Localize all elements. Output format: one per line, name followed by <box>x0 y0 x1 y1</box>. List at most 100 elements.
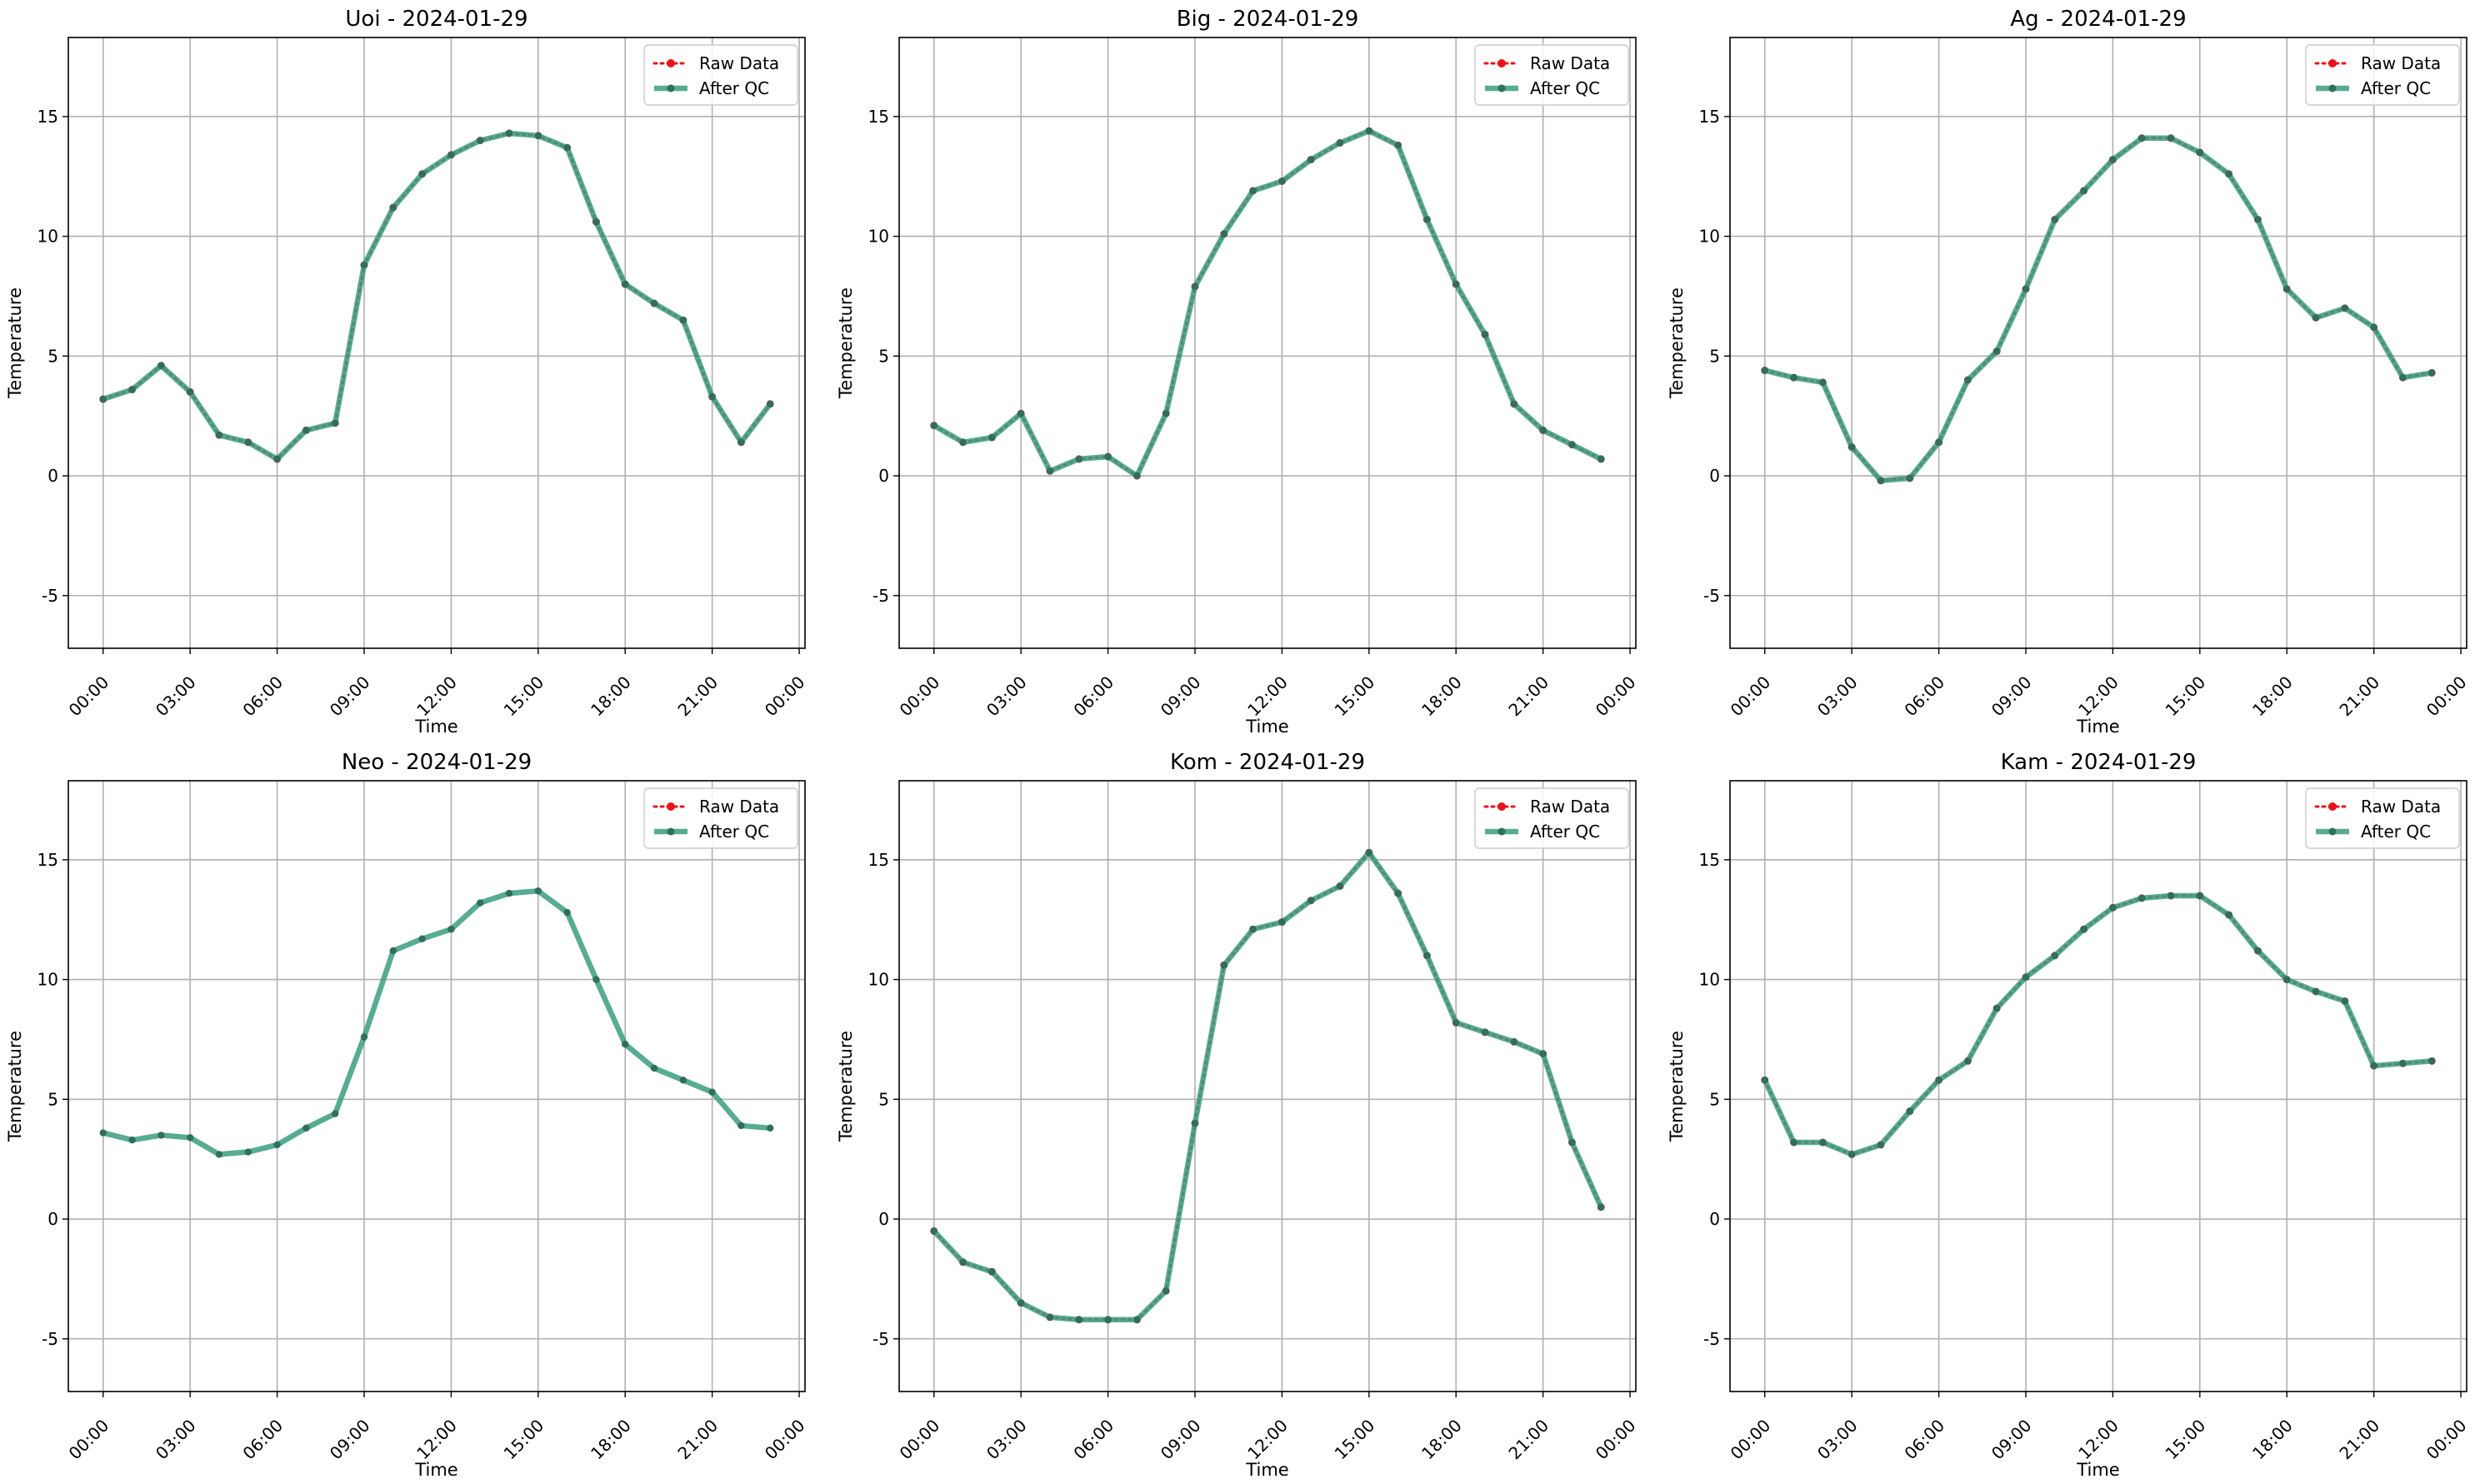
x-tick-label: 00:00 <box>2422 1416 2471 1464</box>
after-qc-point <box>2341 997 2349 1005</box>
after-qc-point <box>930 422 938 429</box>
after-qc-point <box>2196 148 2204 157</box>
after-qc-point <box>1104 452 1112 461</box>
after-qc-point <box>1075 455 1082 463</box>
x-tick-label: 18:00 <box>1418 1416 1466 1464</box>
after-qc-point <box>215 431 223 439</box>
x-axis-label: Time <box>1245 717 1288 737</box>
after-qc-point <box>244 1148 252 1156</box>
after-qc-point <box>2196 892 2204 900</box>
after-qc-point <box>1819 378 1827 387</box>
series-line-raw-data <box>1763 137 2433 482</box>
y-tick-label: 10 <box>868 970 889 990</box>
after-qc-point <box>2138 134 2146 142</box>
after-qc-point <box>2428 369 2436 377</box>
x-tick-label: 18:00 <box>2248 1416 2297 1464</box>
subplot-1: Uoi - 2024-01-29 00:00 03:00 06:00 09:00 12:0… <box>5 7 809 737</box>
y-tick-label: 10 <box>38 970 58 990</box>
y-tick-label: 5 <box>1709 346 1720 366</box>
after-qc-point <box>2283 976 2291 983</box>
after-qc-point <box>2080 926 2088 933</box>
after-qc-point <box>1394 889 1402 897</box>
after-qc-point <box>1598 455 1605 463</box>
x-tick-label: 21:00 <box>1504 672 1552 721</box>
x-tick-label: 09:00 <box>1157 1416 1205 1464</box>
legend-marker-raw-data <box>2328 802 2337 811</box>
legend-label-raw-data: Raw Data <box>699 53 779 73</box>
after-qc-point <box>1220 230 1228 237</box>
x-tick-label: 06:00 <box>238 1416 287 1464</box>
y-tick-label: 15 <box>38 850 58 870</box>
x-tick-label: 03:00 <box>982 1416 1031 1464</box>
y-axis-label: Temperature <box>5 1031 25 1142</box>
after-qc-point <box>1046 1313 1054 1322</box>
legend: Raw Data After QC <box>1474 44 1629 106</box>
after-qc-point <box>2051 952 2058 960</box>
after-qc-point <box>679 316 688 324</box>
x-tick-label: 09:00 <box>1988 672 2036 721</box>
after-qc-point <box>1423 216 1431 223</box>
x-tick-label: 12:00 <box>1243 1416 1292 1464</box>
after-qc-point <box>99 395 107 403</box>
after-qc-point <box>1790 373 1798 382</box>
x-tick-label: 03:00 <box>1813 1416 1862 1464</box>
x-tick-label: 12:00 <box>412 672 461 721</box>
series-line-raw-data <box>1763 894 2433 1157</box>
x-tick-label: 09:00 <box>1157 672 1205 721</box>
after-qc-point <box>302 1124 310 1132</box>
after-qc-point <box>215 1151 223 1158</box>
x-tick-label: 15:00 <box>500 1416 548 1464</box>
x-tick-label: 03:00 <box>152 672 200 721</box>
legend-label-raw-data: Raw Data <box>699 797 779 817</box>
after-qc-point <box>1877 1141 1885 1149</box>
after-qc-point <box>1992 1004 2001 1012</box>
after-qc-point <box>1365 127 1373 135</box>
subplot-3: Ag - 2024-01-29 00:00 03:00 06:00 09:00 12:00… <box>1667 7 2471 737</box>
after-qc-point <box>1964 376 1972 384</box>
x-tick-label: 09:00 <box>326 1416 374 1464</box>
after-qc-point <box>128 1136 136 1144</box>
x-axis-label: Time <box>2076 717 2119 737</box>
after-qc-point <box>2109 904 2117 912</box>
after-qc-point <box>1935 1077 1942 1084</box>
after-qc-point <box>1308 156 1315 163</box>
y-tick-label: 5 <box>878 346 889 366</box>
after-qc-point <box>186 388 194 396</box>
after-qc-point <box>2167 134 2175 142</box>
axes-frame <box>898 780 1637 1392</box>
after-qc-point <box>477 899 484 907</box>
x-tick-label: 12:00 <box>2074 1416 2122 1464</box>
after-qc-point <box>1249 926 1257 933</box>
y-axis-label: Temperature <box>836 1031 856 1142</box>
legend-label-after-qc: After QC <box>2361 822 2431 842</box>
legend: Raw Data After QC <box>2305 44 2460 106</box>
after-qc-point <box>1510 1038 1518 1046</box>
x-tick-label: 18:00 <box>587 1416 635 1464</box>
after-qc-point <box>1394 142 1402 149</box>
after-qc-point <box>2399 1059 2407 1067</box>
series-line-after-qc <box>932 127 1602 479</box>
x-tick-label: 15:00 <box>1331 672 1379 721</box>
after-qc-point <box>331 419 339 427</box>
after-qc-point <box>448 151 455 159</box>
after-qc-point <box>563 908 571 917</box>
after-qc-point <box>2022 285 2030 293</box>
after-qc-point <box>1935 438 1942 446</box>
after-qc-point <box>273 1141 281 1149</box>
y-tick-label: -5 <box>872 586 889 606</box>
legend-marker-raw-data <box>2328 59 2337 67</box>
after-qc-point <box>959 1258 967 1266</box>
legend-label-raw-data: Raw Data <box>2361 53 2441 73</box>
x-tick-label: 21:00 <box>2335 1416 2383 1464</box>
legend-marker-raw-data <box>1498 59 1506 67</box>
subplot-title: Big - 2024-01-29 <box>1177 7 1359 32</box>
y-tick-label: -5 <box>42 1329 58 1349</box>
after-qc-point <box>534 887 542 895</box>
after-qc-point <box>930 1227 938 1235</box>
after-qc-point <box>592 218 600 226</box>
x-tick-label: 15:00 <box>2162 672 2210 721</box>
legend-label-after-qc: After QC <box>699 78 769 98</box>
after-qc-point <box>1133 1316 1141 1323</box>
after-qc-point <box>331 1110 339 1117</box>
series-line-after-qc <box>102 887 771 1157</box>
